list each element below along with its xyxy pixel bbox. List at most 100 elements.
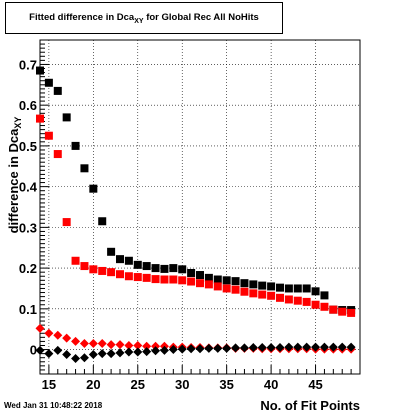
data-point-square <box>53 150 62 159</box>
data-point-square <box>213 275 222 284</box>
data-point-square <box>178 276 187 285</box>
data-point-square <box>116 255 124 264</box>
data-point-square <box>222 284 231 293</box>
grid-lines <box>40 40 360 374</box>
data-point-diamond <box>71 336 81 346</box>
data-point-square <box>267 282 276 291</box>
x-axis-label: No. of Fit Points <box>260 398 360 413</box>
data-point-square <box>53 86 62 95</box>
data-point-square <box>124 256 133 265</box>
data-point-diamond <box>79 353 89 363</box>
data-point-diamond <box>284 342 294 352</box>
data-point-diamond <box>328 342 338 352</box>
data-point-diamond <box>257 343 267 353</box>
data-point-diamond <box>293 342 303 352</box>
data-point-diamond <box>97 349 107 359</box>
data-point-square <box>160 264 169 273</box>
data-point-square <box>196 271 204 280</box>
data-point-diamond <box>71 354 81 364</box>
data-point-square <box>302 284 311 293</box>
data-point-diamond <box>346 342 356 352</box>
data-point-square <box>98 266 107 275</box>
data-point-square <box>187 277 196 286</box>
data-point-square <box>142 262 151 271</box>
data-point-diamond <box>106 340 116 350</box>
data-point-square <box>258 281 267 290</box>
data-point-square <box>276 283 284 292</box>
axes <box>39 39 361 375</box>
data-point-diamond <box>62 333 72 343</box>
data-point-diamond <box>204 343 214 353</box>
data-point-square <box>320 302 329 311</box>
data-point-diamond <box>177 344 187 354</box>
data-point-square <box>98 217 107 226</box>
chart-title-suffix: for Global Rec All NoHits <box>143 11 259 23</box>
data-point-square <box>62 218 71 227</box>
footer-date: Wed Jan 31 10:48:22 2018 <box>4 401 103 410</box>
data-point-diamond <box>168 345 178 355</box>
data-point-diamond <box>239 343 249 353</box>
data-point-diamond <box>53 345 63 355</box>
chart-title-prefix: Fitted difference in Dca <box>29 11 135 23</box>
data-point-diamond <box>159 345 169 355</box>
data-point-square <box>276 293 284 302</box>
data-point-diamond <box>97 338 107 348</box>
data-point-square <box>151 275 160 284</box>
data-point-square <box>347 308 356 317</box>
data-point-square <box>196 279 204 288</box>
data-point-square <box>293 296 302 305</box>
data-point-square <box>133 260 142 269</box>
data-point-diamond <box>266 343 276 353</box>
data-point-diamond <box>44 328 54 338</box>
data-point-diamond <box>53 330 63 340</box>
data-point-diamond <box>337 342 347 352</box>
data-point-diamond <box>124 340 134 350</box>
data-point-diamond <box>115 348 125 358</box>
data-point-diamond <box>231 343 241 353</box>
data-point-square <box>89 184 98 193</box>
data-point-diamond <box>275 343 285 353</box>
data-point-square <box>249 280 258 289</box>
y-tick-label: 0.5 <box>19 139 37 154</box>
y-axis-label-main: difference in Dca <box>6 128 21 234</box>
data-point-square <box>36 114 44 123</box>
data-point-diamond <box>62 349 72 359</box>
data-point-square <box>116 270 124 279</box>
data-point-diamond <box>142 341 152 351</box>
data-point-diamond <box>311 342 321 352</box>
data-point-square <box>222 276 231 285</box>
x-tick-label: 15 <box>42 377 56 392</box>
chart-title-sub: XY <box>134 17 144 25</box>
y-tick-label: 0.3 <box>19 220 37 235</box>
data-point-square <box>44 78 53 87</box>
data-point-square <box>204 280 213 289</box>
x-tick-label: 25 <box>131 377 145 392</box>
tick-labels: 15 20 25 30 35 40 45 0 0.1 0.2 0.3 0.4 0.5 0.6 0.7 <box>19 57 323 392</box>
data-point-square <box>133 273 142 282</box>
data-point-diamond <box>319 342 329 352</box>
data-point-square <box>160 275 169 284</box>
data-point-square <box>151 264 160 273</box>
data-point-square <box>240 287 249 296</box>
y-tick-label: 0.4 <box>19 180 38 195</box>
data-point-square <box>169 275 178 284</box>
y-axis-label: difference in DcaXY <box>6 117 23 234</box>
data-point-diamond <box>213 343 223 353</box>
data-point-diamond <box>124 347 134 357</box>
data-point-diamond <box>186 344 196 354</box>
data-point-diamond <box>35 323 45 333</box>
data-point-square <box>62 113 71 122</box>
data-point-square <box>329 305 338 314</box>
data-point-diamond <box>88 349 98 359</box>
data-point-square <box>231 277 240 286</box>
data-point-diamond <box>44 349 54 359</box>
data-point-diamond <box>195 344 205 354</box>
data-point-square <box>89 265 98 274</box>
data-point-square <box>267 291 276 300</box>
data-point-square <box>293 284 302 293</box>
data-point-diamond <box>79 338 89 348</box>
data-point-diamond <box>222 343 232 353</box>
data-point-square <box>213 282 222 291</box>
x-tick-label: 30 <box>175 377 189 392</box>
